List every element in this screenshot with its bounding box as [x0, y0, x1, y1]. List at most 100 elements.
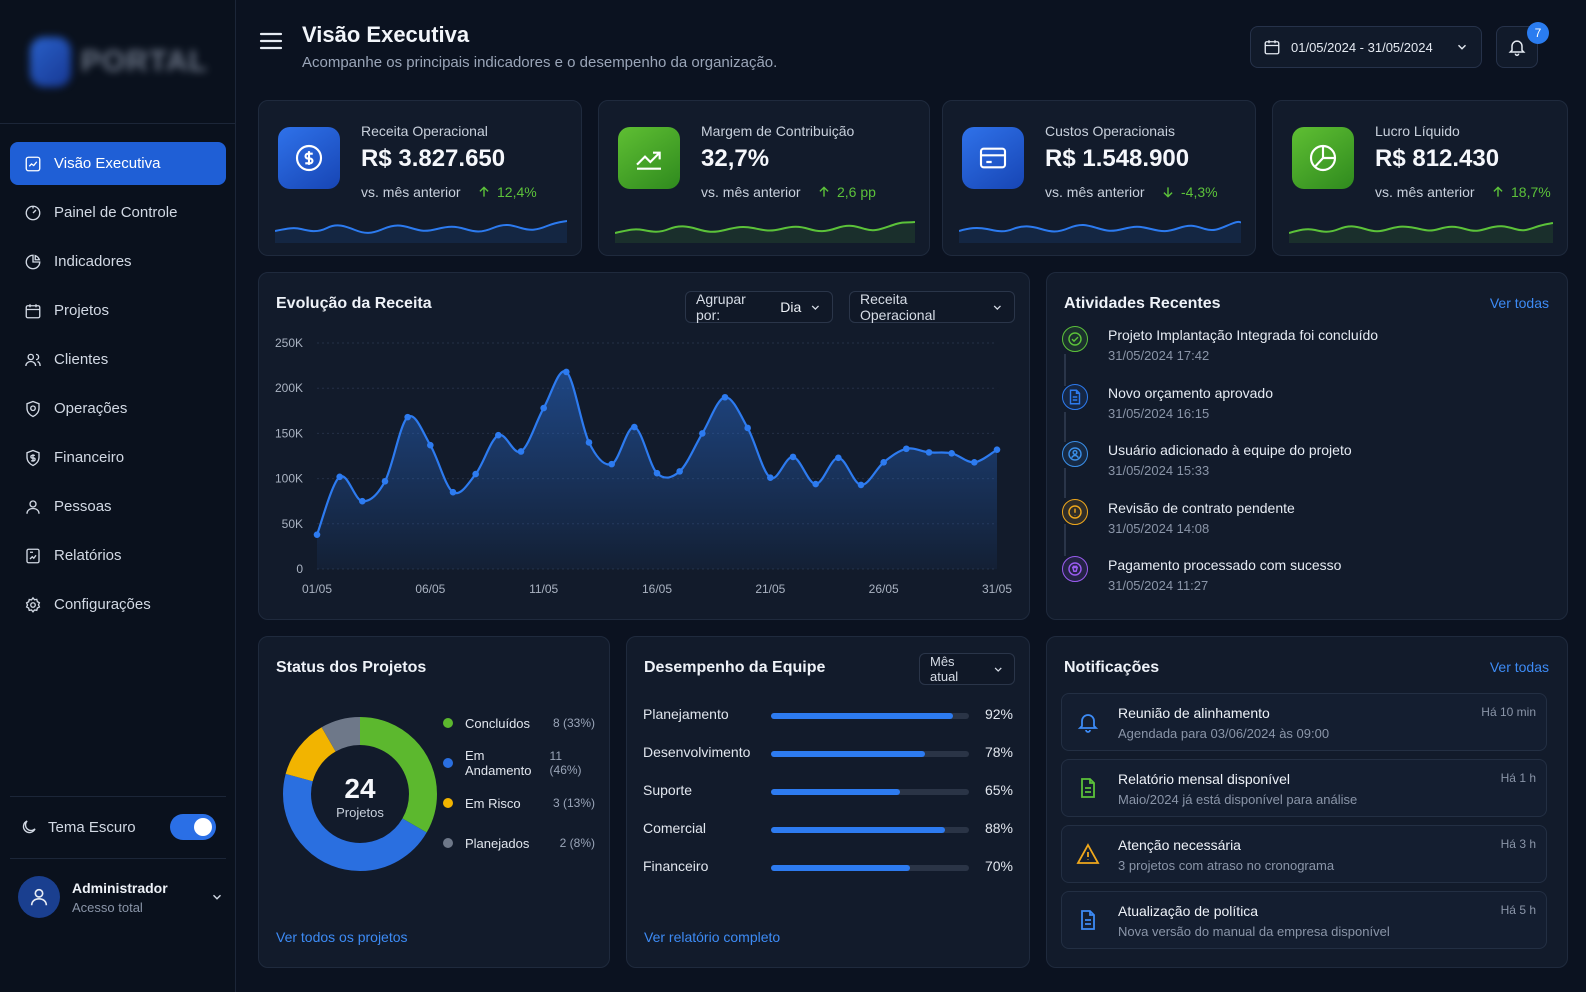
- sidebar-item-operacoes[interactable]: Operações: [10, 387, 226, 430]
- donut-segment[interactable]: [283, 717, 437, 871]
- revenue-point[interactable]: [517, 448, 525, 455]
- revenue-point[interactable]: [880, 459, 887, 466]
- revenue-point[interactable]: [721, 393, 729, 401]
- revenue-point[interactable]: [812, 480, 819, 488]
- notification-item[interactable]: Atualização de política Nova versão do ma…: [1061, 891, 1547, 949]
- revenue-point[interactable]: [903, 445, 910, 453]
- revenue-point[interactable]: [857, 481, 865, 489]
- revenue-point[interactable]: [359, 497, 366, 505]
- revenue-point[interactable]: [631, 423, 638, 431]
- team-bar-value: 70%: [984, 858, 1013, 874]
- activity-item[interactable]: Pagamento processado com sucesso 31/05/20…: [1062, 556, 1542, 600]
- revenue-point[interactable]: [495, 431, 502, 439]
- notification-title: Atualização de política: [1118, 903, 1259, 919]
- notification-item[interactable]: Relatório mensal disponível Maio/2024 já …: [1061, 759, 1547, 817]
- arrow-up-icon: [819, 186, 829, 197]
- company-logo[interactable]: PORTAL: [30, 36, 208, 88]
- sidebar-item-clientes[interactable]: Clientes: [10, 338, 226, 381]
- activities-see-all-link[interactable]: Ver todas: [1489, 295, 1549, 311]
- notification-title: Relatório mensal disponível: [1118, 771, 1290, 787]
- legend-label: Concluídos: [465, 715, 531, 731]
- chevron-down-icon: [994, 304, 1002, 310]
- revenue-point[interactable]: [563, 368, 570, 376]
- projects-see-all-link[interactable]: Ver todos os projetos: [276, 929, 408, 945]
- sidebar-item-painel-de-controle[interactable]: Painel de Controle: [10, 191, 226, 234]
- legend-dot: [443, 838, 453, 848]
- activity-time: 31/05/2024 15:33: [1108, 463, 1210, 478]
- activity-icon-badge: [1062, 326, 1088, 352]
- activity-item[interactable]: Novo orçamento aprovado 31/05/2024 16:15: [1062, 383, 1542, 428]
- kpi-comparison-label: vs. mês anterior: [701, 184, 801, 200]
- revenue-point[interactable]: [993, 446, 1001, 453]
- sidebar-item-relatorios[interactable]: Relatórios: [10, 534, 226, 577]
- notifications-see-all-link[interactable]: Ver todas: [1489, 659, 1549, 675]
- revenue-point[interactable]: [381, 478, 389, 485]
- metric-select[interactable]: Receita Operacional: [849, 291, 1015, 323]
- revenue-point[interactable]: [608, 460, 615, 468]
- user-menu[interactable]: Administrador Acesso total: [18, 872, 224, 922]
- avatar: [18, 876, 60, 918]
- donut-segment[interactable]: [283, 717, 437, 871]
- sidebar-nav: Visão Executiva Painel de Controle Indic…: [10, 142, 226, 632]
- user-circle-icon: [1068, 447, 1082, 461]
- activity-item[interactable]: Projeto Implantação Integrada foi conclu…: [1062, 326, 1542, 370]
- menu-icon[interactable]: [258, 30, 284, 52]
- theme-toggle[interactable]: [170, 814, 216, 840]
- revenue-point[interactable]: [948, 449, 955, 457]
- page-title: Visão Executiva: [302, 22, 470, 47]
- kpi-card-lucro[interactable]: Lucro Líquido R$ 812.430 vs. mês anterio…: [1272, 100, 1568, 256]
- timeline-connector: [1064, 468, 1066, 498]
- period-select[interactable]: Mês atual: [919, 653, 1015, 685]
- team-bar-track: [771, 789, 969, 795]
- revenue-point[interactable]: [676, 468, 683, 475]
- activity-item[interactable]: Revisão de contrato pendente 31/05/2024 1…: [1062, 498, 1542, 543]
- revenue-point[interactable]: [449, 488, 457, 496]
- sidebar-item-visao-executiva[interactable]: Visão Executiva: [10, 142, 226, 185]
- legend-item: Planejados 2 (8%): [443, 833, 595, 853]
- notification-item[interactable]: Atenção necessária 3 projetos com atraso …: [1061, 825, 1547, 883]
- revenue-point[interactable]: [925, 449, 933, 456]
- metric-value: Receita Operacional: [860, 291, 936, 323]
- chevron-down-icon[interactable]: [210, 890, 224, 904]
- team-report-link[interactable]: Ver relatório completo: [644, 929, 781, 945]
- revenue-point[interactable]: [585, 439, 593, 446]
- group-by-select[interactable]: Agrupar por: Dia: [685, 291, 833, 323]
- sidebar-item-indicadores[interactable]: Indicadores: [10, 240, 226, 283]
- revenue-point[interactable]: [789, 453, 797, 461]
- y-tick-label: 100K: [275, 472, 303, 486]
- team-bar-row: Desenvolvimento 78%: [643, 743, 1013, 763]
- notifications-button[interactable]: [1496, 26, 1538, 68]
- revenue-point[interactable]: [767, 474, 774, 481]
- revenue-point[interactable]: [835, 454, 842, 462]
- sidebar-item-pessoas[interactable]: Pessoas: [10, 485, 226, 528]
- sidebar-item-projetos[interactable]: Projetos: [10, 289, 226, 332]
- revenue-point[interactable]: [427, 441, 434, 449]
- notification-title: Atenção necessária: [1118, 837, 1241, 853]
- arrow-up-icon: [479, 186, 489, 197]
- document-icon: [1081, 778, 1095, 798]
- calendar-icon: [1264, 40, 1280, 55]
- revenue-point[interactable]: [971, 459, 978, 466]
- team-bar-fill: [771, 865, 910, 871]
- revenue-point[interactable]: [699, 430, 706, 437]
- activities-card: Atividades Recentes Ver todas: [1046, 272, 1568, 620]
- projects-total-label: Projetos: [336, 805, 384, 820]
- kpi-card-margem[interactable]: Margem de Contribuição 32,7% vs. mês ant…: [598, 100, 930, 256]
- revenue-point[interactable]: [404, 413, 411, 421]
- kpi-card-custos[interactable]: Custos Operacionais R$ 1.548.900 vs. mês…: [942, 100, 1256, 256]
- check-circle-icon: [1068, 332, 1082, 346]
- revenue-point[interactable]: [472, 470, 479, 478]
- notifications-title: Notificações: [1064, 659, 1160, 676]
- revenue-point[interactable]: [336, 473, 343, 481]
- notification-item[interactable]: Reunião de alinhamento Agendada para 03/0…: [1061, 693, 1547, 751]
- sidebar-item-configuracoes[interactable]: Configurações: [10, 583, 226, 626]
- activity-item[interactable]: Usuário adicionado à equipe do projeto 31…: [1062, 441, 1542, 485]
- revenue-point[interactable]: [540, 404, 547, 412]
- kpi-card-receita[interactable]: Receita Operacional R$ 3.827.650 vs. mês…: [258, 100, 582, 256]
- sidebar-item-financeiro[interactable]: Financeiro: [10, 436, 226, 479]
- revenue-point[interactable]: [744, 424, 751, 432]
- revenue-point[interactable]: [653, 469, 661, 477]
- revenue-point[interactable]: [313, 531, 321, 538]
- activity-time: 31/05/2024 11:27: [1108, 578, 1209, 593]
- date-range-picker[interactable]: 01/05/2024 - 31/05/2024: [1250, 26, 1482, 68]
